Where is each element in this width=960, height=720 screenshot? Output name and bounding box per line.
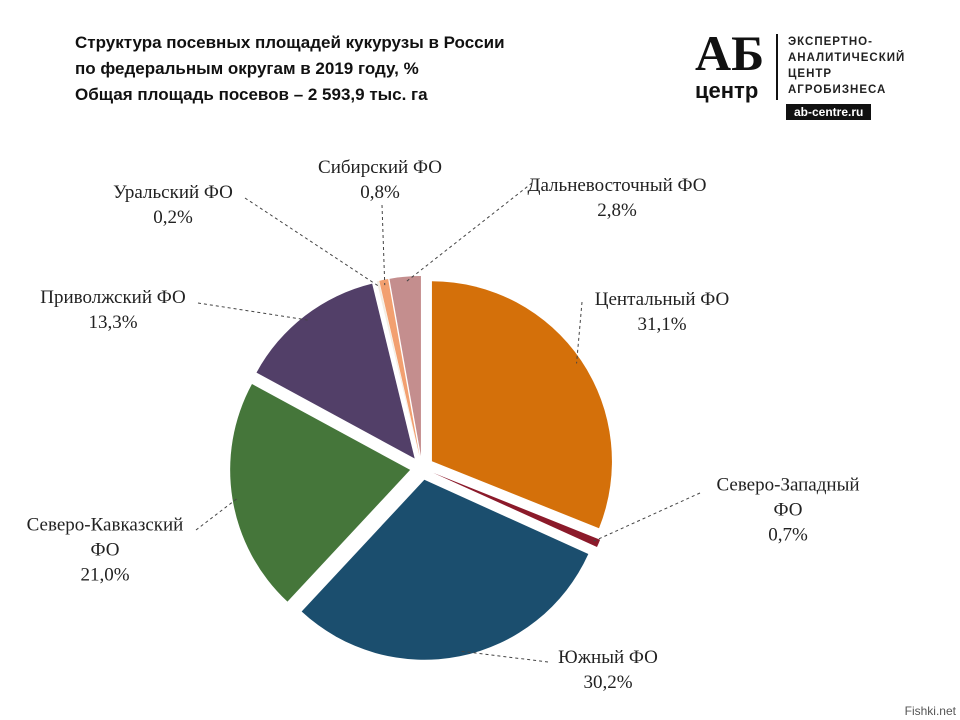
pie-slice [379, 279, 420, 457]
category-label: Южный ФО [558, 647, 658, 668]
value-label: 21,0% [80, 564, 130, 586]
value-label: 2,8% [597, 200, 637, 221]
logo-rule [776, 34, 778, 100]
value-label: 0,2% [153, 207, 193, 228]
logo-site: ab-centre.ru [786, 104, 872, 120]
pie-slice [433, 472, 601, 547]
value-label: 13,3% [88, 312, 138, 333]
logo-mark: АБ [695, 25, 765, 81]
leader-line [593, 492, 701, 542]
category-label: Дальневосточный ФО [527, 175, 707, 196]
category-label: Приволжский ФО [40, 287, 186, 308]
category-label: Северо-Кавказский ФО [26, 514, 184, 561]
logo-line: ЦЕНТР [788, 68, 833, 80]
watermark: Fishki.net [904, 704, 956, 718]
leader-line [576, 301, 583, 364]
title: Структура посевных площадей кукурузы в Р… [75, 30, 505, 108]
leader-line [405, 182, 533, 283]
pie-slice [376, 280, 420, 457]
logo-sub: центр [695, 78, 759, 103]
value-label: 0,7% [768, 524, 808, 546]
pie-slice [256, 283, 415, 459]
title-line: Структура посевных площадей кукурузы в Р… [75, 33, 505, 52]
slice-label: Сибирский ФО 0,8% [300, 155, 460, 205]
category-label: Уральский ФО [113, 182, 233, 203]
slice-label: Приволжский ФО 13,3% [23, 285, 203, 335]
category-label: Центальный ФО [594, 289, 730, 310]
logo: АБ центр ЭКСПЕРТНО- АНАЛИТИЧЕСКИЙ ЦЕНТР … [690, 25, 930, 120]
leader-line [197, 302, 309, 321]
title-line: Общая площадь посевов – 2 593,9 тыс. га [75, 85, 428, 104]
value-label: 31,1% [637, 314, 687, 335]
pie-slice [301, 479, 589, 660]
pie-slice [230, 384, 411, 602]
slice-label: Северо-Западный ФО 0,7% [703, 473, 873, 548]
logo-line: АНАЛИТИЧЕСКИЙ [788, 52, 906, 64]
slice-label: Северо-Кавказский ФО 21,0% [15, 513, 195, 588]
value-label: 0,8% [360, 182, 400, 203]
pie-slice [431, 281, 612, 529]
title-line: по федеральным округам в 2019 году, % [75, 59, 419, 78]
leader-line [244, 197, 380, 287]
category-label: Северо-Западный ФО [716, 474, 860, 521]
logo-text: ЭКСПЕРТНО- АНАЛИТИЧЕСКИЙ ЦЕНТР АГРОБИЗНЕ… [788, 34, 905, 98]
logo-line: ЭКСПЕРТНО- [788, 36, 873, 48]
pie-slice [389, 276, 421, 457]
slice-label: Уральский ФО 0,2% [93, 180, 253, 230]
leader-line [381, 204, 386, 286]
leader-line [195, 497, 239, 531]
slice-label: Южный ФО 30,2% [533, 645, 683, 695]
value-label: 30,2% [583, 672, 633, 693]
logo-line: АГРОБИЗНЕСА [788, 84, 887, 96]
slice-label: Центальный ФО 31,1% [567, 287, 757, 337]
category-label: Сибирский ФО [318, 157, 442, 178]
slice-label: Дальневосточный ФО 2,8% [527, 173, 707, 223]
